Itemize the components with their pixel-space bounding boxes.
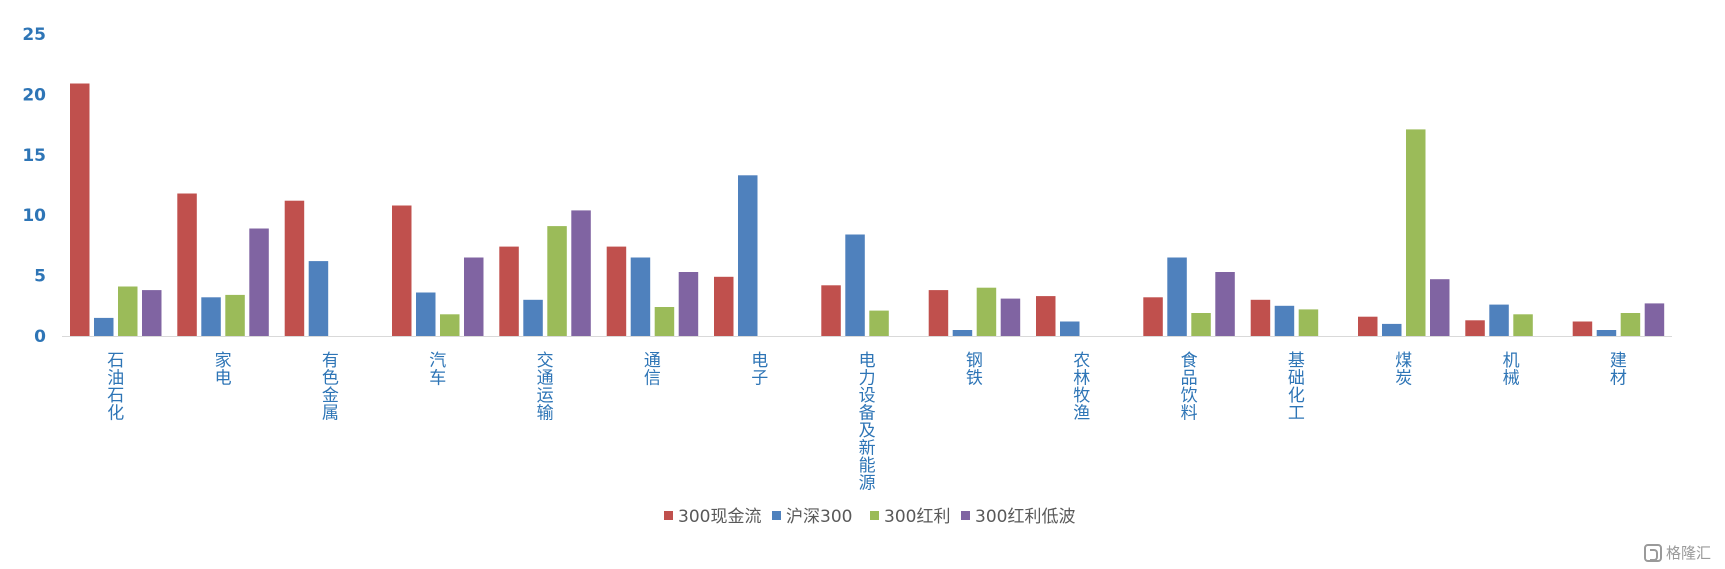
bar — [606, 246, 627, 336]
bar — [547, 226, 567, 336]
bar — [630, 257, 651, 336]
x-tick-label: 电子 — [751, 351, 768, 389]
legend-item: 沪深300 — [772, 507, 852, 527]
bar — [499, 246, 519, 336]
legend-swatch — [870, 511, 879, 520]
bar — [1060, 321, 1080, 336]
bar — [1620, 313, 1641, 336]
bar — [142, 290, 162, 336]
bar — [284, 200, 305, 336]
legend-swatch — [772, 511, 781, 520]
legend-label: 300红利 — [884, 507, 950, 527]
legend-label: 300现金流 — [678, 507, 761, 527]
x-tick-label: 通信 — [644, 351, 661, 389]
bar — [1465, 320, 1485, 336]
bar — [1167, 257, 1187, 336]
bar — [738, 175, 758, 336]
bar — [464, 257, 484, 336]
bar — [1572, 321, 1593, 336]
legend-item: 300红利 — [870, 507, 950, 527]
bar — [1596, 330, 1617, 336]
x-tick-label: 交通运输 — [537, 351, 554, 424]
bar — [225, 294, 245, 336]
y-axis: 0 5 10 15 20 25 — [22, 25, 46, 347]
bar — [1382, 323, 1402, 336]
y-tick-label: 25 — [22, 25, 46, 45]
watermark-text: 格隆汇 — [1665, 544, 1711, 562]
bar — [118, 286, 138, 336]
y-tick-label: 20 — [22, 85, 46, 105]
legend-item: 300红利低波 — [961, 507, 1075, 527]
bar — [952, 330, 973, 336]
x-axis: 石油石化 家电 有色金属 汽车 交通运输 通信 电子 电力设备及新能源 钢铁 农林牧渔 食品饮料 基础… — [107, 351, 1627, 494]
x-tick-label: 建材 — [1610, 351, 1627, 389]
x-tick-label: 汽车 — [429, 351, 446, 389]
legend-label: 300红利低波 — [975, 507, 1075, 527]
bar — [392, 205, 412, 336]
x-tick-label: 有色金属 — [322, 351, 339, 424]
bar — [1250, 299, 1271, 336]
y-tick-label: 15 — [22, 146, 46, 166]
bar — [714, 276, 734, 336]
bar — [1644, 303, 1665, 336]
x-tick-label: 食品饮料 — [1181, 351, 1198, 424]
x-tick-label: 机械 — [1503, 351, 1520, 389]
bar — [416, 292, 436, 336]
x-tick-label: 煤炭 — [1395, 351, 1412, 389]
bar — [928, 290, 949, 336]
bar — [654, 307, 675, 336]
x-tick-label: 基础化工 — [1288, 351, 1305, 424]
legend-item: 300现金流 — [664, 507, 761, 527]
bar — [70, 83, 90, 336]
legend-label: 沪深300 — [786, 507, 852, 527]
bar — [845, 234, 865, 336]
legend-swatch — [961, 511, 970, 520]
bar — [869, 310, 889, 336]
bar — [1000, 298, 1021, 336]
bars — [70, 83, 1665, 336]
x-tick-label: 农林牧渔 — [1073, 351, 1090, 424]
y-tick-label: 0 — [34, 327, 46, 347]
x-tick-label: 石油石化 — [107, 351, 124, 424]
bar — [94, 317, 114, 336]
x-tick-label: 家电 — [215, 351, 232, 389]
legend-swatch — [664, 511, 673, 520]
bar — [1143, 297, 1163, 336]
bar — [1274, 305, 1295, 336]
bar — [678, 272, 699, 336]
bar — [1358, 316, 1378, 336]
bar — [571, 210, 591, 336]
y-tick-label: 5 — [34, 267, 46, 287]
bar — [1298, 309, 1319, 336]
bar — [821, 285, 841, 336]
bar — [1489, 304, 1509, 336]
bar — [249, 228, 269, 336]
bar — [440, 314, 460, 336]
bar — [1406, 129, 1426, 336]
gelonghui-logo-icon — [1643, 543, 1662, 562]
bar — [177, 193, 197, 336]
bar — [976, 287, 997, 336]
bar — [1215, 272, 1235, 336]
x-tick-label: 钢铁 — [966, 351, 983, 389]
y-tick-label: 10 — [22, 206, 46, 226]
bar — [1191, 313, 1211, 336]
bar — [308, 261, 329, 336]
bar — [201, 297, 221, 336]
x-tick-label: 电力设备及新能源 — [859, 351, 876, 494]
bar — [1430, 279, 1450, 336]
watermark: 格隆汇 — [1643, 542, 1711, 563]
legend: 300现金流 沪深300 300红利 300红利低波 — [664, 507, 1075, 527]
bar — [1513, 314, 1533, 336]
bar — [523, 299, 543, 336]
bar — [1036, 296, 1056, 336]
